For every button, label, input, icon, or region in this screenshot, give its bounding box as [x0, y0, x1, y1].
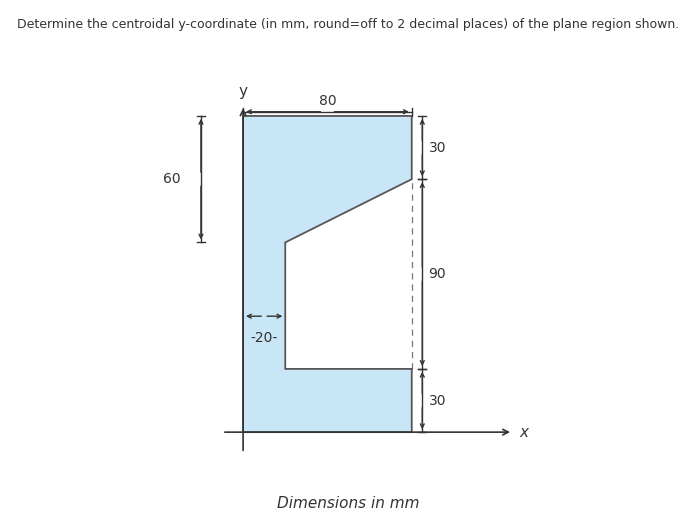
Text: Dimensions in mm: Dimensions in mm — [277, 496, 420, 511]
Polygon shape — [243, 116, 412, 432]
Text: 30: 30 — [429, 394, 446, 407]
Text: -20-: -20- — [250, 331, 278, 345]
Text: 90: 90 — [429, 267, 446, 281]
Text: y: y — [238, 84, 247, 99]
Text: 60: 60 — [163, 172, 181, 186]
Text: 80: 80 — [319, 93, 336, 108]
Text: x: x — [519, 425, 528, 440]
Text: 30: 30 — [429, 141, 446, 154]
Text: Determine the centroidal y-coordinate (in mm, round=off to 2 decimal places) of : Determine the centroidal y-coordinate (i… — [17, 18, 680, 32]
